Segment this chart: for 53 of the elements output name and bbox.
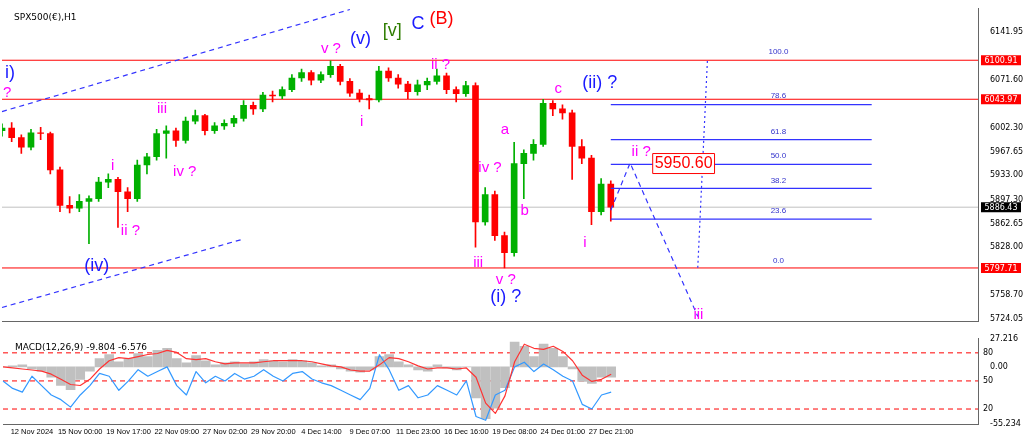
- y-tick-label: 0.00: [990, 362, 1008, 371]
- annotation: iii: [473, 252, 484, 270]
- annotation: iv ?: [478, 157, 502, 175]
- annotation: ii ?: [120, 220, 141, 238]
- ref-line-label: 5797.71: [984, 263, 1018, 273]
- annotation: C: [411, 13, 425, 34]
- annotation: c: [554, 78, 563, 96]
- annotation: iii: [693, 304, 704, 322]
- y-tick-label: 6002.30: [990, 122, 1024, 132]
- annotation: b: [520, 201, 529, 219]
- annotation: ii ?: [631, 142, 651, 159]
- y-tick-label: 5933.00: [990, 170, 1024, 180]
- y-tick-label: 5967.65: [990, 146, 1024, 156]
- y-tick-label: 27.216: [990, 333, 1018, 343]
- annotation: ?: [3, 82, 12, 100]
- annotation: i: [359, 111, 364, 129]
- y-tick-label: 5897.30: [990, 194, 1024, 204]
- annotation: i: [583, 233, 587, 251]
- ref-line-label: 6043.97: [984, 94, 1018, 104]
- y-tick-label: 6141.95: [990, 27, 1024, 37]
- annotation: 0.0: [772, 256, 785, 266]
- y-tick-label: 5758.70: [990, 289, 1024, 299]
- annotation: (i) ?: [490, 285, 522, 306]
- annotation: i): [4, 62, 15, 82]
- annotation: iii: [157, 99, 168, 117]
- annotation: iv ?: [173, 162, 197, 180]
- annotation: 61.8: [770, 126, 787, 136]
- annotation: (v): [350, 27, 372, 48]
- annotation: (ii) ?: [582, 71, 618, 92]
- annotation: [v]: [382, 20, 402, 41]
- text: MACD(12,26,9) -9.804 -6.576: [15, 342, 148, 353]
- annotation: v ?: [495, 270, 516, 288]
- annotation: 38.2: [770, 176, 787, 186]
- y2-tick-label: 20: [983, 404, 994, 414]
- annotation: 50.0: [770, 150, 787, 160]
- y-tick-label: 5828.00: [990, 242, 1024, 252]
- y-tick-label: 5724.05: [990, 313, 1024, 323]
- annotation: v ?: [320, 38, 341, 56]
- annotation: 23.6: [770, 206, 787, 216]
- ref-line-label: 5886.43: [984, 202, 1018, 212]
- text: SPX500(€),H1: [14, 12, 77, 23]
- annotation: 5950.60: [654, 153, 713, 171]
- annotation: a: [500, 119, 510, 137]
- y-tick-label: 5862.65: [990, 218, 1024, 228]
- annotation: 78.6: [770, 90, 787, 100]
- y2-tick-label: 50: [983, 376, 994, 386]
- annotation: 100.0: [768, 46, 790, 56]
- y-tick-label: -55.234: [990, 419, 1021, 429]
- annotation: (B): [429, 8, 454, 29]
- ref-line-label: 6100.91: [984, 55, 1018, 65]
- y-tick-label: 6071.60: [990, 75, 1024, 85]
- y2-tick-label: 80: [983, 347, 994, 357]
- annotation: i: [110, 155, 115, 173]
